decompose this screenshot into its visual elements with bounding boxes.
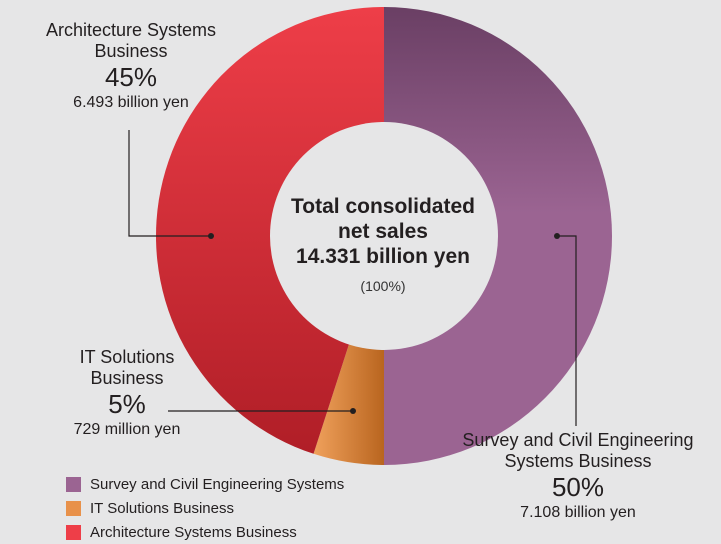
leader-dot-survey xyxy=(554,233,560,239)
legend-item-arch: Architecture Systems Business xyxy=(66,520,344,544)
legend-item-it: IT Solutions Business xyxy=(66,496,344,520)
leader-architecture xyxy=(128,130,211,237)
label-architecture-name-1: Architecture Systems xyxy=(45,20,217,40)
label-it: IT Solutions Business 5% 729 million yen xyxy=(52,347,202,440)
label-architecture-percent: 45% xyxy=(104,62,158,93)
label-it-name-1: IT Solutions xyxy=(79,347,175,367)
legend-swatch-arch xyxy=(66,524,81,540)
label-architecture-name-2: Business xyxy=(94,40,168,61)
label-it-percent: 5% xyxy=(108,389,146,420)
label-survey-name-2: Systems Business xyxy=(504,450,652,471)
legend-label-it: IT Solutions Business xyxy=(90,499,234,517)
label-architecture-amount: 6.493 billion yen xyxy=(73,94,189,112)
donut-hole xyxy=(270,122,498,350)
center-percent: (100%) xyxy=(360,277,406,294)
leader-dot-it xyxy=(350,408,356,414)
center-line-3: 14.331 billion yen xyxy=(296,245,470,269)
slice-architecture xyxy=(156,6,384,454)
label-survey-amount: 7.108 billion yen xyxy=(520,504,636,522)
legend-label-arch: Architecture Systems Business xyxy=(90,523,297,541)
center-total: Total consolidated net sales 14.331 bill… xyxy=(268,194,498,294)
label-it-name-2: Business xyxy=(90,367,164,388)
label-it-amount: 729 million yen xyxy=(73,421,181,439)
legend-swatch-survey xyxy=(66,476,81,492)
legend: Survey and Civil Engineering Systems IT … xyxy=(66,472,344,544)
leader-survey xyxy=(557,235,577,426)
label-survey: Survey and Civil Engineering Systems Bus… xyxy=(432,430,721,523)
center-line-1: Total consolidated xyxy=(291,195,475,218)
label-survey-name-1: Survey and Civil Engineering xyxy=(462,430,694,450)
legend-item-survey: Survey and Civil Engineering Systems xyxy=(66,472,344,496)
legend-label-survey: Survey and Civil Engineering Systems xyxy=(90,475,345,493)
leader-dot-architecture xyxy=(208,233,214,239)
label-architecture: Architecture Systems Business 45% 6.493 … xyxy=(18,20,244,113)
label-survey-percent: 50% xyxy=(551,472,605,503)
center-line-2: net sales xyxy=(338,220,428,244)
legend-swatch-it xyxy=(66,500,81,516)
